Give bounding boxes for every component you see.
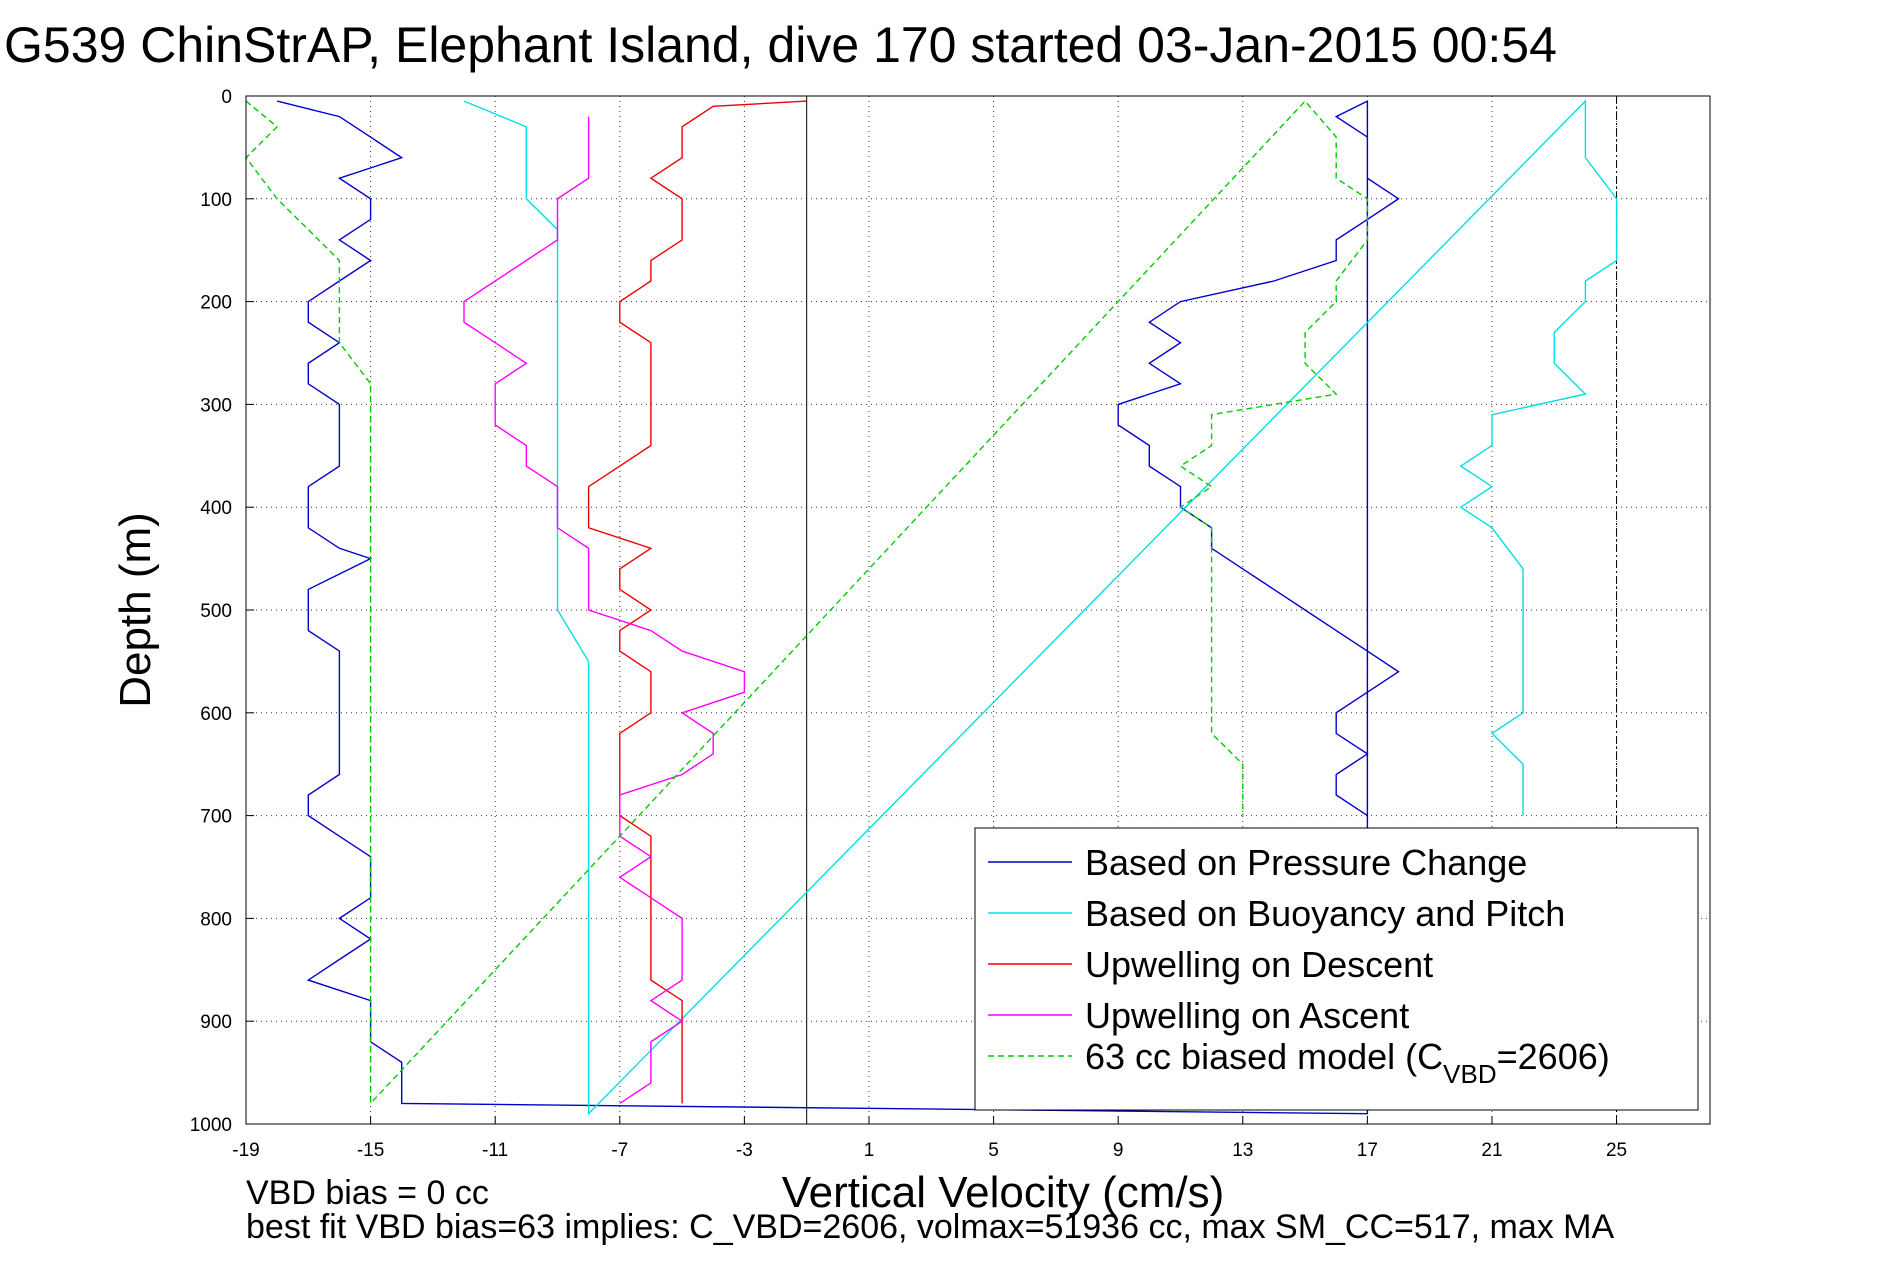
- legend-model-prefix: 63 cc biased model (C: [1085, 1036, 1443, 1077]
- legend-entry-model: 63 cc biased model (CVBD=2606): [1085, 1036, 1610, 1089]
- legend-entry: Upwelling on Ascent: [1085, 995, 1409, 1036]
- reference-lines: [806, 96, 1618, 1124]
- legend: Based on Pressure Change Based on Buoyanc…: [974, 827, 1699, 1111]
- x-tick-label: 17: [1357, 1140, 1378, 1161]
- y-axis-label: Depth (m): [111, 512, 160, 708]
- x-tick-label: 1: [864, 1140, 875, 1161]
- x-tick-label: -3: [736, 1140, 753, 1161]
- y-tick-label: 100: [200, 190, 232, 211]
- series-line-0: [276, 99, 1400, 1115]
- y-tick-label: 300: [200, 395, 232, 416]
- annotation-best-fit: best fit VBD bias=63 implies: C_VBD=2606…: [246, 1208, 1615, 1246]
- legend-model-suffix: =2606): [1497, 1036, 1610, 1077]
- legend-entry: Based on Pressure Change: [1085, 842, 1527, 883]
- x-tick-label: -19: [232, 1140, 259, 1161]
- y-tick-label: 700: [200, 807, 232, 828]
- y-tick-label: 500: [200, 601, 232, 622]
- y-ticks: 0 100 200 300 400 500 600 700 800 900 1000: [190, 87, 254, 1136]
- y-tick-label: 1000: [190, 1115, 232, 1136]
- series-line-3: [463, 116, 746, 1104]
- x-tick-label: 9: [1113, 1140, 1124, 1161]
- y-tick-label: 800: [200, 909, 232, 930]
- y-tick-label: 900: [200, 1012, 232, 1033]
- legend-entry: Upwelling on Descent: [1085, 944, 1433, 985]
- chart-title: G539 ChinStrAP, Elephant Island, dive 17…: [4, 17, 1557, 73]
- legend-box: [974, 827, 1699, 1111]
- x-tick-label: 13: [1232, 1140, 1253, 1161]
- x-ticks: -19 -15 -11 -7 -3 1 5 9 13 17 21 25: [232, 1116, 1627, 1161]
- series-line-1: [463, 99, 1618, 1116]
- x-tick-label: -15: [357, 1140, 384, 1161]
- y-tick-label: 200: [200, 293, 232, 314]
- y-tick-label: 400: [200, 498, 232, 519]
- annotation-vbd-bias: VBD bias = 0 cc: [246, 1174, 489, 1212]
- legend-entry: Based on Buoyancy and Pitch: [1085, 893, 1565, 934]
- x-tick-label: 25: [1606, 1140, 1627, 1161]
- x-tick-label: -11: [482, 1140, 508, 1161]
- series-line-4: [245, 100, 1369, 1106]
- x-tick-label: -7: [611, 1140, 628, 1161]
- y-tick-label: 0: [221, 87, 232, 108]
- x-tick-label: 21: [1481, 1140, 1502, 1161]
- y-tick-label: 600: [200, 704, 232, 725]
- x-axis-label: Vertical Velocity (cm/s): [782, 1168, 1225, 1217]
- series-line-2: [587, 100, 807, 1104]
- series-group: [245, 99, 1618, 1116]
- x-tick-label: 5: [988, 1140, 999, 1161]
- legend-model-subscript: VBD: [1443, 1059, 1496, 1089]
